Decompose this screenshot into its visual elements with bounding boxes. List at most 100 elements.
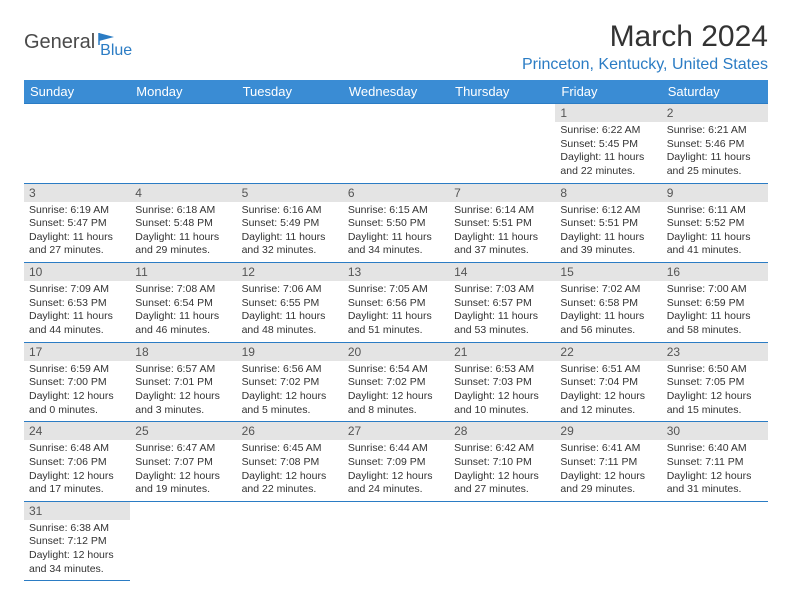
weekday-header: Thursday <box>449 80 555 104</box>
calendar-day-cell: 16Sunrise: 7:00 AMSunset: 6:59 PMDayligh… <box>662 263 768 343</box>
day-number: 14 <box>449 263 555 281</box>
day-number: 30 <box>662 422 768 440</box>
calendar-day-cell <box>237 104 343 184</box>
day-data: Sunrise: 6:19 AMSunset: 5:47 PMDaylight:… <box>24 202 130 263</box>
sunrise-text: Sunrise: 7:06 AM <box>242 283 338 297</box>
sunset-text: Sunset: 5:51 PM <box>454 217 550 231</box>
sunset-text: Sunset: 6:55 PM <box>242 297 338 311</box>
calendar-day-cell: 3Sunrise: 6:19 AMSunset: 5:47 PMDaylight… <box>24 183 130 263</box>
daylight-text: Daylight: 11 hours and 51 minutes. <box>348 310 444 337</box>
day-number <box>24 104 130 122</box>
weekday-header-row: Sunday Monday Tuesday Wednesday Thursday… <box>24 80 768 104</box>
sunset-text: Sunset: 7:06 PM <box>29 456 125 470</box>
weekday-header: Saturday <box>662 80 768 104</box>
day-number: 5 <box>237 184 343 202</box>
day-number: 23 <box>662 343 768 361</box>
day-number: 28 <box>449 422 555 440</box>
sunset-text: Sunset: 7:02 PM <box>242 376 338 390</box>
sunset-text: Sunset: 7:07 PM <box>135 456 231 470</box>
calendar-day-cell: 18Sunrise: 6:57 AMSunset: 7:01 PMDayligh… <box>130 342 236 422</box>
sunrise-text: Sunrise: 6:12 AM <box>560 204 656 218</box>
calendar-day-cell <box>130 501 236 581</box>
page-header: General Blue March 2024 Princeton, Kentu… <box>24 20 768 74</box>
sunrise-text: Sunrise: 7:09 AM <box>29 283 125 297</box>
calendar-day-cell: 19 Sunrise: 6:56 AMSunset: 7:02 PMDayligh… <box>237 342 343 422</box>
calendar-day-cell: 8Sunrise: 6:12 AMSunset: 5:51 PMDaylight… <box>555 183 661 263</box>
sunrise-text: Sunrise: 6:57 AM <box>135 363 231 377</box>
daylight-text: Daylight: 12 hours and 12 minutes. <box>560 390 656 417</box>
calendar-day-cell <box>237 501 343 581</box>
day-number: 3 <box>24 184 130 202</box>
calendar-day-cell <box>24 104 130 184</box>
sunset-text: Sunset: 5:49 PM <box>242 217 338 231</box>
day-number: 27 <box>343 422 449 440</box>
day-data: Sunrise: 7:08 AMSunset: 6:54 PMDaylight:… <box>130 281 236 342</box>
calendar-day-cell <box>343 104 449 184</box>
daylight-text: Daylight: 12 hours and 5 minutes. <box>242 390 338 417</box>
calendar-day-cell <box>449 104 555 184</box>
sunrise-text: Sunrise: 6:48 AM <box>29 442 125 456</box>
day-number: 18 <box>130 343 236 361</box>
logo-text-general: General <box>24 31 95 54</box>
sunset-text: Sunset: 7:12 PM <box>29 535 125 549</box>
calendar-day-cell: 6Sunrise: 6:15 AMSunset: 5:50 PMDaylight… <box>343 183 449 263</box>
calendar-day-cell: 15Sunrise: 7:02 AMSunset: 6:58 PMDayligh… <box>555 263 661 343</box>
day-number: 26 <box>237 422 343 440</box>
day-data: Sunrise: 6:42 AMSunset: 7:10 PMDaylight:… <box>449 440 555 501</box>
day-data: Sunrise: 6:22 AMSunset: 5:45 PMDaylight:… <box>555 122 661 183</box>
title-block: March 2024 Princeton, Kentucky, United S… <box>522 20 768 74</box>
calendar-day-cell: 29Sunrise: 6:41 AMSunset: 7:11 PMDayligh… <box>555 422 661 502</box>
sunset-text: Sunset: 7:11 PM <box>667 456 763 470</box>
daylight-text: Daylight: 11 hours and 32 minutes. <box>242 231 338 258</box>
sunrise-text: Sunrise: 6:41 AM <box>560 442 656 456</box>
calendar-week-row: 3Sunrise: 6:19 AMSunset: 5:47 PMDaylight… <box>24 183 768 263</box>
sunset-text: Sunset: 6:54 PM <box>135 297 231 311</box>
sunrise-text: Sunrise: 6:51 AM <box>560 363 656 377</box>
daylight-text: Daylight: 12 hours and 17 minutes. <box>29 470 125 497</box>
sunrise-text: Sunrise: 6:15 AM <box>348 204 444 218</box>
day-number: 10 <box>24 263 130 281</box>
sunset-text: Sunset: 5:48 PM <box>135 217 231 231</box>
daylight-text: Daylight: 12 hours and 3 minutes. <box>135 390 231 417</box>
calendar-day-cell: 9Sunrise: 6:11 AMSunset: 5:52 PMDaylight… <box>662 183 768 263</box>
calendar-day-cell: 23Sunrise: 6:50 AMSunset: 7:05 PMDayligh… <box>662 342 768 422</box>
day-data: Sunrise: 6:11 AMSunset: 5:52 PMDaylight:… <box>662 202 768 263</box>
sunrise-text: Sunrise: 6:11 AM <box>667 204 763 218</box>
sunrise-text: Sunrise: 6:40 AM <box>667 442 763 456</box>
day-data: Sunrise: 6:47 AMSunset: 7:07 PMDaylight:… <box>130 440 236 501</box>
day-number <box>662 502 768 520</box>
calendar-day-cell <box>130 104 236 184</box>
weekday-header: Wednesday <box>343 80 449 104</box>
sunrise-text: Sunrise: 6:56 AM <box>242 363 338 377</box>
calendar-day-cell: 10Sunrise: 7:09 AMSunset: 6:53 PMDayligh… <box>24 263 130 343</box>
day-data: Sunrise: 6:21 AMSunset: 5:46 PMDaylight:… <box>662 122 768 183</box>
day-data: Sunrise: 6:48 AMSunset: 7:06 PMDaylight:… <box>24 440 130 501</box>
daylight-text: Daylight: 12 hours and 29 minutes. <box>560 470 656 497</box>
logo-text-blue: Blue <box>100 42 132 60</box>
daylight-text: Daylight: 12 hours and 0 minutes. <box>29 390 125 417</box>
day-number: 1 <box>555 104 661 122</box>
sunset-text: Sunset: 7:08 PM <box>242 456 338 470</box>
location-subtitle: Princeton, Kentucky, United States <box>522 56 768 74</box>
sunrise-text: Sunrise: 6:19 AM <box>29 204 125 218</box>
day-number <box>449 104 555 122</box>
calendar-body: 1Sunrise: 6:22 AMSunset: 5:45 PMDaylight… <box>24 104 768 581</box>
sunrise-text: Sunrise: 6:59 AM <box>29 363 125 377</box>
calendar-day-cell <box>343 501 449 581</box>
daylight-text: Daylight: 11 hours and 29 minutes. <box>135 231 231 258</box>
daylight-text: Daylight: 12 hours and 24 minutes. <box>348 470 444 497</box>
day-data: Sunrise: 6:59 AMSunset: 7:00 PMDaylight:… <box>24 361 130 422</box>
calendar-day-cell: 30Sunrise: 6:40 AMSunset: 7:11 PMDayligh… <box>662 422 768 502</box>
day-number: 7 <box>449 184 555 202</box>
sunrise-text: Sunrise: 6:18 AM <box>135 204 231 218</box>
day-number <box>343 502 449 520</box>
sunrise-text: Sunrise: 6:42 AM <box>454 442 550 456</box>
day-number <box>237 502 343 520</box>
sunrise-text: Sunrise: 6:47 AM <box>135 442 231 456</box>
day-number <box>343 104 449 122</box>
calendar-day-cell: 5Sunrise: 6:16 AMSunset: 5:49 PMDaylight… <box>237 183 343 263</box>
sunrise-text: Sunrise: 7:00 AM <box>667 283 763 297</box>
calendar-day-cell <box>449 501 555 581</box>
day-number: 19 <box>237 343 343 361</box>
daylight-text: Daylight: 11 hours and 34 minutes. <box>348 231 444 258</box>
